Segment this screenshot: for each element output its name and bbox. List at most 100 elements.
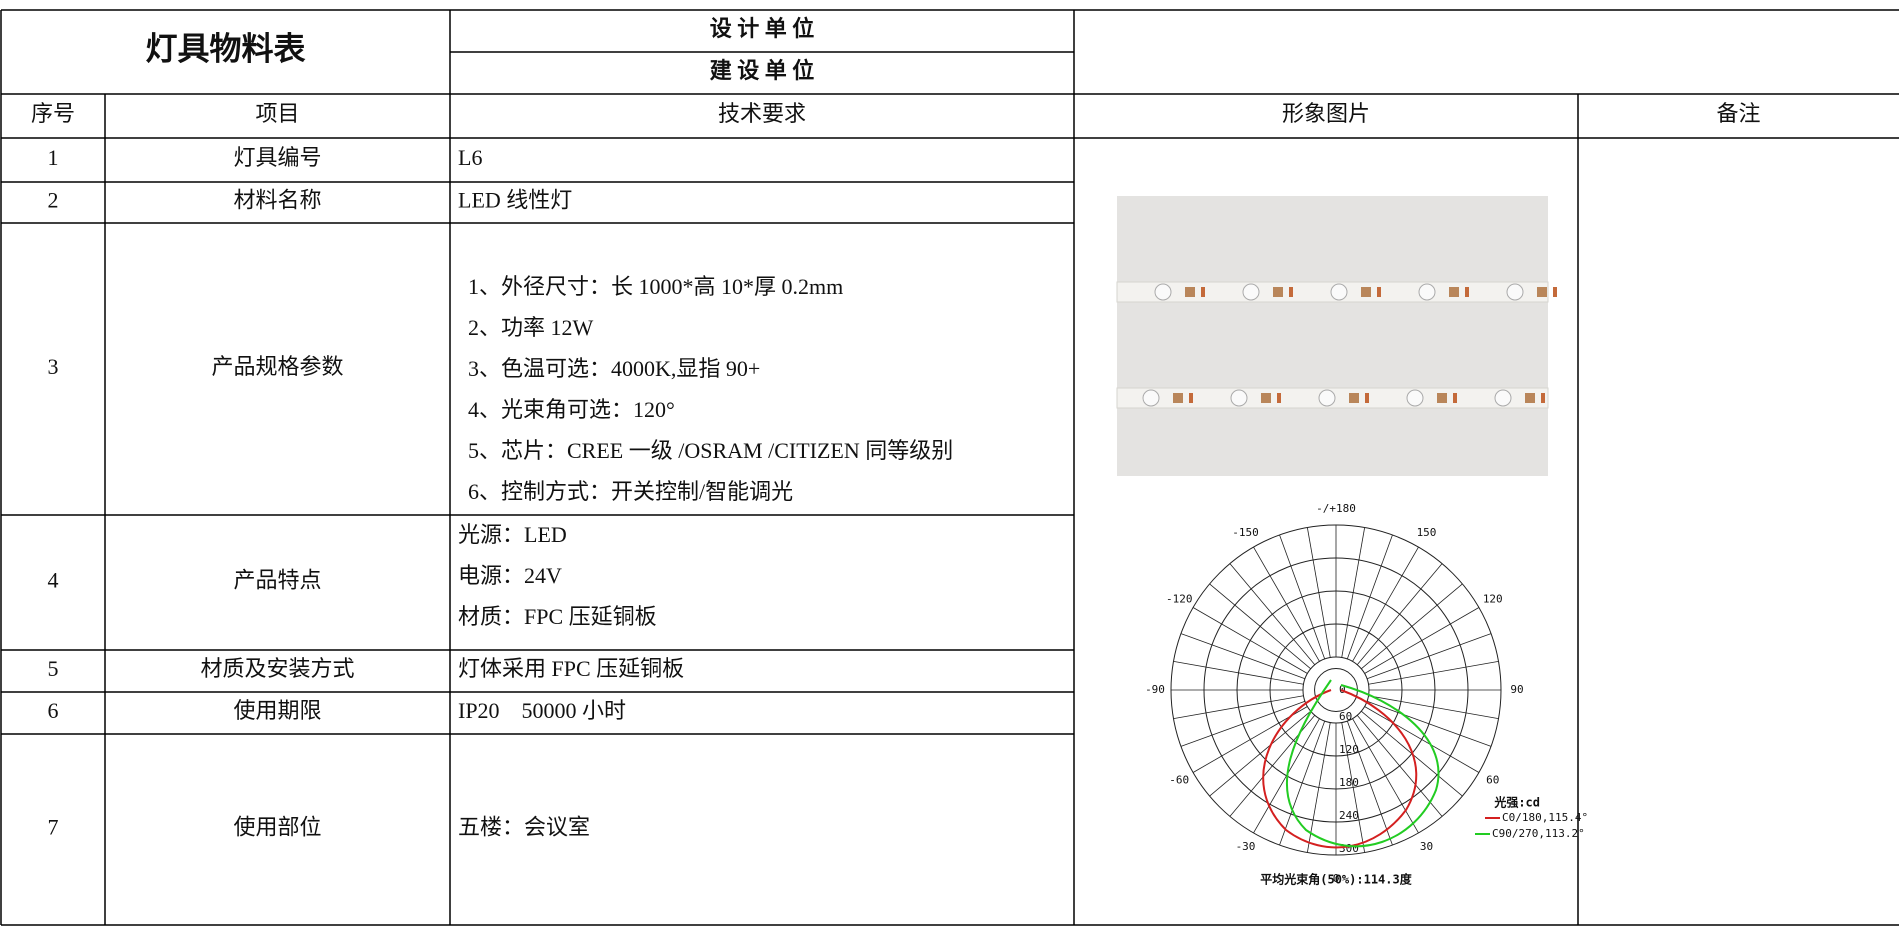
polar-spoke bbox=[1229, 715, 1316, 817]
angle-label: -150 bbox=[1232, 526, 1259, 539]
beam-angle-footer: 平均光束角(50%):114.3度 bbox=[1260, 872, 1412, 887]
polar-spoke bbox=[1279, 534, 1326, 660]
resistor bbox=[1449, 287, 1459, 297]
column-header: 项目 bbox=[255, 101, 299, 126]
requirement-line: 6、控制方式：开关控制/智能调光 bbox=[468, 479, 793, 504]
polar-spoke bbox=[1173, 660, 1304, 685]
column-header: 序号 bbox=[31, 101, 75, 126]
requirement-line: 材质：FPC 压延铜板 bbox=[458, 604, 657, 629]
angle-label: -60 bbox=[1169, 774, 1189, 787]
design-unit-label: 设 计 单 位 bbox=[710, 16, 815, 41]
row-item: 产品规格参数 bbox=[211, 354, 343, 379]
polar-spoke bbox=[1346, 534, 1393, 660]
resistor bbox=[1465, 287, 1469, 297]
angle-label: 60 bbox=[1486, 774, 1499, 787]
legend-entry: C0/180,115.4° bbox=[1502, 811, 1588, 824]
polar-inner-ring bbox=[1314, 668, 1358, 712]
requirement-line: LED 线性灯 bbox=[458, 188, 572, 213]
row-item: 材料名称 bbox=[233, 188, 321, 213]
row-item: 灯具编号 bbox=[233, 145, 321, 170]
resistor bbox=[1277, 393, 1281, 403]
angle-label: 30 bbox=[1420, 840, 1433, 853]
requirement-line: 1、外径尺寸：长 1000*高 10*厚 0.2mm bbox=[468, 274, 843, 299]
construction-unit-label: 建 设 单 位 bbox=[710, 58, 815, 83]
resistor bbox=[1201, 287, 1205, 297]
resistor bbox=[1349, 393, 1359, 403]
polar-spoke bbox=[1180, 700, 1306, 747]
row-item: 产品特点 bbox=[233, 568, 321, 593]
polar-spoke bbox=[1352, 718, 1419, 834]
polar-spoke bbox=[1279, 720, 1326, 846]
resistor bbox=[1541, 393, 1545, 403]
led-chip bbox=[1418, 283, 1436, 301]
requirement-line: 五楼：会议室 bbox=[458, 815, 590, 840]
led-chip bbox=[1330, 283, 1348, 301]
polar-diagram: -/+180-150 150-120 120-90 90-60 60-30 3000601… bbox=[1145, 502, 1588, 887]
angle-label: -30 bbox=[1236, 840, 1256, 853]
polar-spoke bbox=[1253, 546, 1320, 662]
column-header: 备注 bbox=[1716, 101, 1760, 126]
row-number: 3 bbox=[48, 354, 59, 379]
led-chip bbox=[1406, 389, 1424, 407]
resistor bbox=[1361, 287, 1371, 297]
row-number: 6 bbox=[48, 698, 59, 723]
photo-background bbox=[1117, 196, 1548, 476]
requirement-line: 5、芯片：CREE 一级 /OSRAM /CITIZEN 同等级别 bbox=[468, 438, 953, 463]
resistor bbox=[1525, 393, 1535, 403]
angle-label: 90 bbox=[1510, 683, 1523, 696]
angle-label: -90 bbox=[1145, 683, 1165, 696]
requirement-line: IP20 50000 小时 bbox=[458, 698, 626, 723]
polar-spoke bbox=[1364, 607, 1480, 674]
row-number: 4 bbox=[48, 568, 59, 593]
polar-spoke bbox=[1209, 583, 1311, 670]
polar-spoke bbox=[1341, 527, 1366, 658]
row-number: 5 bbox=[48, 656, 59, 681]
curve-c90 bbox=[1285, 679, 1440, 848]
polar-spoke bbox=[1306, 722, 1331, 853]
radial-label: 180 bbox=[1339, 776, 1359, 789]
resistor bbox=[1437, 393, 1447, 403]
resistor bbox=[1377, 287, 1381, 297]
radial-label: 60 bbox=[1339, 710, 1352, 723]
requirement-line: 电源：24V bbox=[458, 563, 562, 588]
resistor bbox=[1289, 287, 1293, 297]
resistor bbox=[1553, 287, 1557, 297]
column-header: 技术要求 bbox=[718, 101, 806, 126]
resistor bbox=[1365, 393, 1369, 403]
polar-spoke bbox=[1346, 720, 1393, 846]
requirement-line: 4、光束角可选：120° bbox=[468, 397, 675, 422]
polar-spoke bbox=[1180, 633, 1306, 680]
intensity-unit: 光强:cd bbox=[1493, 795, 1540, 810]
angle-label: -120 bbox=[1166, 593, 1193, 606]
led-chip bbox=[1318, 389, 1336, 407]
polar-spoke bbox=[1209, 710, 1311, 797]
requirement-line: 灯体采用 FPC 压延铜板 bbox=[458, 656, 684, 681]
resistor bbox=[1261, 393, 1271, 403]
polar-spoke bbox=[1368, 660, 1499, 685]
polar-spoke bbox=[1173, 695, 1304, 720]
angle-label: 120 bbox=[1483, 593, 1503, 606]
led-chip bbox=[1506, 283, 1524, 301]
resistor bbox=[1453, 393, 1457, 403]
polar-spoke bbox=[1352, 546, 1419, 662]
resistor bbox=[1173, 393, 1183, 403]
row-item: 使用期限 bbox=[233, 698, 321, 723]
led-chip bbox=[1494, 389, 1512, 407]
legend-entry: C90/270,113.2° bbox=[1492, 827, 1585, 840]
polar-spoke bbox=[1229, 563, 1316, 665]
polar-spoke bbox=[1306, 527, 1331, 658]
row-number: 7 bbox=[48, 815, 59, 840]
row-item: 使用部位 bbox=[233, 815, 321, 840]
row-number: 2 bbox=[48, 188, 59, 213]
resistor bbox=[1537, 287, 1547, 297]
resistor bbox=[1273, 287, 1283, 297]
curve-c0 bbox=[1262, 689, 1418, 849]
polar-spoke bbox=[1361, 583, 1463, 670]
polar-spoke bbox=[1341, 722, 1366, 853]
column-header: 形象图片 bbox=[1282, 101, 1370, 126]
angle-label: -/+180 bbox=[1316, 502, 1356, 515]
product-photo bbox=[1116, 196, 1557, 476]
polar-spoke bbox=[1356, 715, 1443, 817]
